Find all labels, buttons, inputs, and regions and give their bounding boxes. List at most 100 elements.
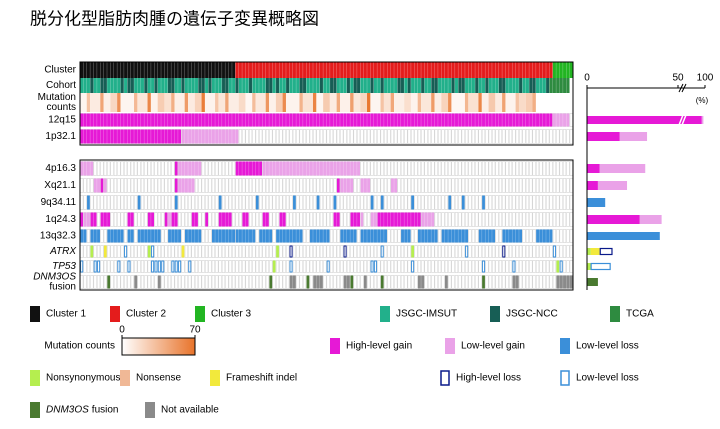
empty-cell bbox=[157, 178, 161, 193]
empty-cell bbox=[323, 178, 327, 193]
empty-cell bbox=[451, 129, 455, 144]
empty-cell bbox=[444, 260, 449, 273]
empty-cell bbox=[259, 212, 263, 227]
empty-cell bbox=[181, 275, 185, 289]
empty-cell bbox=[387, 260, 391, 273]
empty-cell bbox=[390, 260, 394, 273]
empty-cell bbox=[208, 178, 212, 193]
empty-cell bbox=[414, 178, 418, 193]
empty-cell bbox=[238, 195, 243, 210]
loss-box bbox=[326, 260, 330, 273]
alteration bbox=[360, 212, 364, 227]
legend-swatch bbox=[445, 338, 455, 354]
empty-cell bbox=[171, 161, 175, 176]
count-cell bbox=[245, 93, 253, 112]
empty-cell bbox=[242, 260, 246, 273]
empty-cell bbox=[390, 275, 394, 289]
empty-cell bbox=[262, 129, 266, 144]
empty-cell bbox=[525, 245, 530, 258]
empty-cell bbox=[492, 260, 496, 273]
empty-cell bbox=[296, 260, 300, 273]
empty-cell bbox=[255, 245, 259, 258]
empty-cell bbox=[488, 245, 492, 258]
empty-cell bbox=[336, 275, 340, 289]
empty-cell bbox=[275, 212, 280, 227]
alteration bbox=[107, 275, 111, 289]
empty-cell bbox=[485, 212, 489, 227]
empty-cell bbox=[444, 195, 449, 210]
empty-cell bbox=[363, 260, 367, 273]
count-cell bbox=[404, 93, 411, 112]
empty-cell bbox=[356, 245, 361, 258]
empty-cell bbox=[363, 212, 367, 227]
empty-cell bbox=[394, 161, 398, 176]
empty-cell bbox=[525, 212, 530, 227]
alteration bbox=[255, 195, 259, 210]
empty-cell bbox=[120, 178, 124, 193]
empty-cell bbox=[383, 275, 388, 289]
count-cell bbox=[336, 93, 341, 112]
empty-cell bbox=[522, 129, 526, 144]
empty-cell bbox=[255, 229, 259, 243]
freq-bar bbox=[587, 278, 598, 286]
empty-cell bbox=[340, 275, 344, 289]
empty-cell bbox=[238, 129, 243, 144]
empty-cell bbox=[201, 212, 205, 227]
empty-cell bbox=[562, 245, 567, 258]
empty-cell bbox=[215, 161, 219, 176]
empty-cell bbox=[394, 275, 398, 289]
empty-cell bbox=[215, 195, 219, 210]
alteration bbox=[444, 275, 448, 289]
empty-cell bbox=[437, 178, 442, 193]
empty-cell bbox=[532, 129, 536, 144]
empty-cell bbox=[535, 129, 540, 144]
empty-cell bbox=[313, 195, 317, 210]
empty-cell bbox=[296, 212, 300, 227]
alteration bbox=[421, 78, 425, 93]
alteration bbox=[360, 178, 371, 193]
empty-cell bbox=[397, 245, 401, 258]
empty-cell bbox=[80, 275, 84, 289]
empty-cell bbox=[468, 129, 472, 144]
empty-cell bbox=[144, 212, 148, 227]
empty-cell bbox=[181, 260, 185, 273]
empty-cell bbox=[458, 161, 462, 176]
empty-cell bbox=[546, 195, 550, 210]
empty-cell bbox=[130, 245, 134, 258]
empty-cell bbox=[454, 161, 459, 176]
empty-cell bbox=[417, 178, 421, 193]
empty-cell bbox=[225, 275, 229, 289]
empty-cell bbox=[427, 178, 432, 193]
empty-cell bbox=[265, 178, 270, 193]
empty-cell bbox=[208, 212, 212, 227]
empty-cell bbox=[508, 178, 513, 193]
alteration bbox=[262, 161, 360, 176]
empty-cell bbox=[204, 178, 209, 193]
empty-cell bbox=[559, 195, 563, 210]
legend-label: fusion bbox=[92, 405, 119, 416]
count-cell bbox=[488, 93, 496, 112]
empty-cell bbox=[228, 245, 232, 258]
empty-cell bbox=[184, 260, 189, 273]
empty-cell bbox=[424, 260, 428, 273]
empty-cell bbox=[113, 178, 118, 193]
alteration bbox=[313, 275, 323, 289]
empty-cell bbox=[350, 195, 354, 210]
empty-cell bbox=[252, 260, 256, 273]
empty-cell bbox=[549, 212, 553, 227]
empty-cell bbox=[552, 260, 557, 273]
empty-cell bbox=[525, 229, 530, 243]
legend-swatch bbox=[30, 306, 40, 322]
legend-label: High-level loss bbox=[456, 373, 521, 384]
empty-cell bbox=[235, 260, 239, 273]
alteration bbox=[211, 229, 236, 243]
empty-cell bbox=[150, 275, 155, 289]
empty-cell bbox=[113, 212, 118, 227]
legend-label: Low-level loss bbox=[576, 373, 639, 384]
empty-cell bbox=[383, 178, 388, 193]
empty-cell bbox=[515, 245, 519, 258]
count-cell bbox=[380, 93, 384, 112]
legend-label: Nonsynonymous bbox=[46, 373, 120, 384]
count-cell bbox=[120, 93, 135, 112]
empty-cell bbox=[86, 229, 91, 243]
